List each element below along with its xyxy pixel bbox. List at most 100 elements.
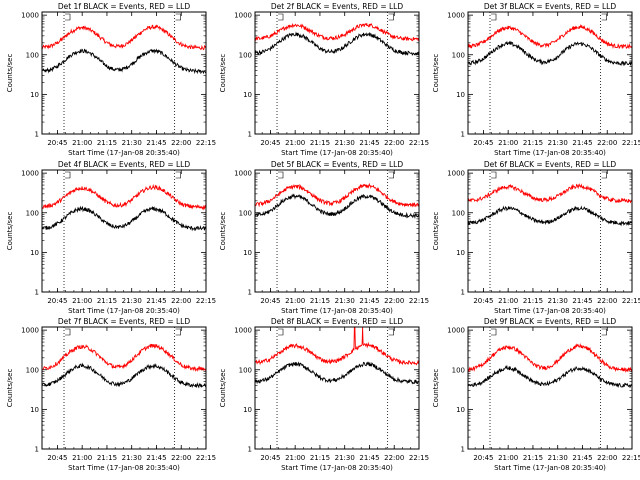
y-tick-label: 10 — [30, 91, 39, 99]
x-tick-label: 21:45 — [572, 297, 592, 305]
series-line-black — [467, 205, 633, 227]
panel-9: Det 9f BLACK = Events, RED = LLD Counts/s… — [432, 317, 640, 472]
y-tick-label: 10 — [243, 249, 252, 257]
x-tick-label: 22:00 — [384, 454, 404, 462]
x-tick-label: 21:30 — [548, 139, 568, 147]
y-axis-label: Counts/sec — [219, 54, 227, 93]
series-line-black — [468, 40, 633, 67]
x-tick-label: 20:45 — [47, 297, 67, 305]
marker-flag-icon — [601, 171, 607, 179]
y-tick-label: 100 — [239, 51, 252, 59]
panel-title: Det 3f BLACK = Events, RED = LLD — [484, 2, 617, 11]
x-tick-label: 22:15 — [409, 139, 429, 147]
plot-frame — [41, 169, 207, 293]
series-line-black — [41, 362, 207, 389]
y-axis-label: Counts/sec — [219, 369, 227, 408]
marker-flag-icon — [388, 171, 394, 179]
x-tick-label: 22:00 — [171, 454, 191, 462]
y-tick-label: 100 — [239, 209, 252, 217]
series-line-red — [41, 24, 207, 51]
x-tick-label: 22:00 — [597, 297, 617, 305]
marker-flag-icon — [388, 13, 394, 21]
y-tick-label: 100 — [452, 51, 465, 59]
panel-2: Det 2f BLACK = Events, RED = LLD Counts/s… — [219, 2, 429, 157]
x-tick-label: 21:45 — [359, 454, 379, 462]
series-line-black — [41, 48, 207, 75]
panel-3: Det 3f BLACK = Events, RED = LLD Counts/s… — [432, 2, 640, 157]
x-tick-label: 21:15 — [310, 297, 330, 305]
series-line-black — [254, 361, 420, 385]
y-axis-label: Counts/sec — [432, 212, 440, 251]
series-line-red — [41, 183, 207, 211]
x-tick-label: 22:15 — [622, 454, 640, 462]
series-line-red — [41, 343, 207, 373]
panel-title: Det 9f BLACK = Events, RED = LLD — [484, 317, 617, 326]
panel-title: Det 4f BLACK = Events, RED = LLD — [58, 160, 191, 169]
series-line-red — [254, 182, 420, 208]
series-line-black — [41, 205, 207, 232]
plot-frame — [41, 326, 207, 450]
x-tick-label: 21:00 — [72, 139, 92, 147]
x-tick-label: 22:00 — [597, 139, 617, 147]
x-tick-label: 22:15 — [196, 297, 216, 305]
y-tick-label: 10 — [243, 406, 252, 414]
panel-6: Det 6f BLACK = Events, RED = LLD Counts/s… — [432, 160, 640, 315]
x-tick-label: 21:15 — [97, 297, 117, 305]
x-axis-label: Start Time (17-Jan-08 20:35:40) — [68, 149, 180, 157]
y-axis-label: Counts/sec — [432, 54, 440, 93]
y-tick-label: 1 — [248, 446, 252, 454]
y-tick-label: 1000 — [447, 12, 465, 20]
x-tick-label: 22:00 — [384, 297, 404, 305]
x-tick-label: 21:30 — [122, 297, 142, 305]
x-tick-label: 21:15 — [97, 139, 117, 147]
marker-flag-icon — [65, 328, 71, 336]
panel-title: Det 1f BLACK = Events, RED = LLD — [58, 2, 191, 11]
x-tick-label: 22:15 — [196, 139, 216, 147]
x-tick-label: 20:45 — [473, 454, 493, 462]
x-axis-label: Start Time (17-Jan-08 20:35:40) — [494, 307, 606, 315]
x-tick-label: 21:30 — [122, 454, 142, 462]
y-tick-label: 1000 — [21, 170, 39, 178]
y-axis-label: Counts/sec — [6, 212, 14, 251]
y-tick-label: 10 — [456, 249, 465, 257]
plot-frame — [467, 169, 633, 293]
x-tick-label: 21:00 — [498, 297, 518, 305]
x-tick-label: 22:15 — [409, 297, 429, 305]
x-tick-label: 21:00 — [72, 297, 92, 305]
x-tick-label: 21:30 — [335, 139, 355, 147]
marker-flag-icon — [278, 171, 284, 179]
panel-1: Det 1f BLACK = Events, RED = LLD Counts/s… — [6, 2, 216, 157]
x-tick-label: 21:30 — [122, 139, 142, 147]
y-tick-label: 1 — [248, 131, 252, 139]
x-tick-label: 21:45 — [359, 139, 379, 147]
series-line-red — [254, 326, 420, 366]
x-tick-label: 21:30 — [335, 454, 355, 462]
x-tick-label: 20:45 — [473, 139, 493, 147]
y-tick-label: 10 — [30, 406, 39, 414]
marker-flag-icon — [491, 13, 497, 21]
y-tick-label: 1 — [248, 289, 252, 297]
y-tick-label: 10 — [30, 249, 39, 257]
y-tick-label: 1 — [461, 131, 465, 139]
panel-title: Det 2f BLACK = Events, RED = LLD — [271, 2, 404, 11]
x-tick-label: 21:15 — [523, 297, 543, 305]
x-tick-label: 22:15 — [196, 454, 216, 462]
x-tick-label: 20:45 — [260, 139, 280, 147]
series-line-black — [254, 31, 420, 56]
marker-flag-icon — [65, 171, 71, 179]
x-axis-label: Start Time (17-Jan-08 20:35:40) — [68, 307, 180, 315]
y-tick-label: 1000 — [447, 170, 465, 178]
marker-flag-icon — [388, 328, 394, 336]
y-tick-label: 1000 — [234, 170, 252, 178]
plot-frame — [41, 11, 207, 135]
panel-title: Det 5f BLACK = Events, RED = LLD — [271, 160, 404, 169]
y-axis-label: Counts/sec — [6, 54, 14, 93]
marker-flag-icon — [491, 328, 497, 336]
x-axis-label: Start Time (17-Jan-08 20:35:40) — [281, 307, 393, 315]
marker-flag-icon — [175, 171, 181, 179]
panel-5: Det 5f BLACK = Events, RED = LLD Counts/s… — [219, 160, 429, 315]
y-tick-label: 1 — [35, 131, 39, 139]
y-tick-label: 100 — [452, 209, 465, 217]
x-tick-label: 21:00 — [285, 139, 305, 147]
series-line-red — [254, 22, 420, 42]
